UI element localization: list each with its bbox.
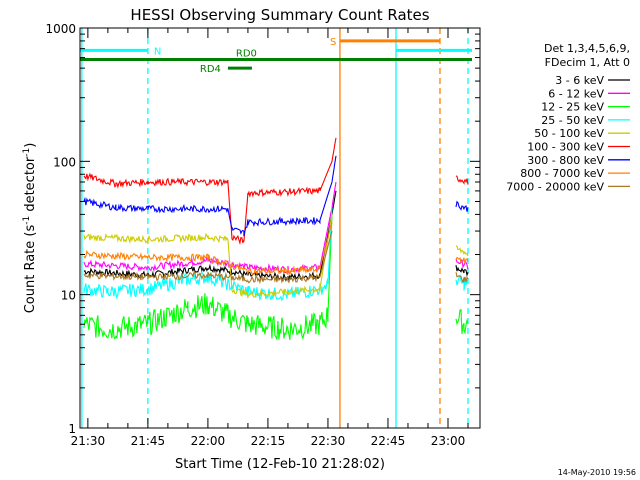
legend-label-2: 12 - 25 keV — [541, 101, 604, 114]
x-tick-label: 22:00 — [191, 434, 226, 448]
flag-label-2: S — [330, 37, 336, 48]
y-axis-label-mid: detector — [23, 156, 38, 216]
series-line-6-seg-1 — [455, 200, 469, 212]
y-tick-label: 1 — [68, 422, 76, 436]
flag-label-4: RD4 — [200, 64, 221, 75]
y-tick-label: 1000 — [45, 22, 76, 36]
chart-title: HESSI Observing Summary Count Rates — [130, 6, 429, 24]
y-axis-label-sup2: -1 — [22, 148, 32, 157]
series-line-4-seg-0 — [83, 214, 333, 299]
x-axis-label: Start Time (12-Feb-10 21:28:02) — [175, 457, 385, 472]
y-axis-label-main: Count Rate (s — [23, 225, 38, 314]
legend-label-5: 100 - 300 keV — [527, 141, 604, 154]
x-tick-label: 22:15 — [251, 434, 286, 448]
y-axis-label-sup1: -1 — [22, 216, 32, 225]
legend-header-1: FDecim 1, Att 0 — [545, 56, 630, 69]
x-tick-label: 21:45 — [131, 434, 166, 448]
series-line-1-seg-1 — [455, 258, 469, 270]
series-line-4-seg-1 — [455, 245, 469, 257]
plot-frame — [79, 27, 481, 429]
x-axis: 21:30 21:45 22:00 22:15 22:30 22:45 23:00 — [71, 28, 469, 448]
x-tick-label: 22:45 — [371, 434, 406, 448]
legend-label-6: 300 - 800 keV — [527, 154, 604, 167]
legend-label-8: 7000 - 20000 keV — [506, 180, 604, 193]
series-line-5-seg-1 — [455, 175, 469, 185]
flag-bars: N S RD0 RD4 — [79, 37, 472, 75]
legend-label-1: 6 - 12 keV — [548, 87, 604, 100]
legend-label-0: 3 - 6 keV — [555, 74, 604, 87]
y-tick-label: 10 — [61, 289, 76, 303]
footer-timestamp: 14-May-2010 19:56 — [558, 468, 636, 477]
legend-label-3: 25 - 50 keV — [541, 114, 604, 127]
series-line-5-seg-0 — [83, 137, 337, 246]
x-tick-label: 23:00 — [431, 434, 466, 448]
series-lines — [83, 137, 469, 341]
flag-label-3: RD0 — [236, 49, 257, 60]
y-axis-label: Count Rate (s-1 detector-1) — [22, 143, 38, 314]
y-tick-label: 100 — [53, 155, 76, 169]
series-line-2-seg-0 — [83, 214, 333, 341]
series-line-2-seg-1 — [455, 308, 469, 335]
series-line-8-seg-0 — [83, 230, 333, 285]
x-tick-label: 22:30 — [311, 434, 346, 448]
observation-markers — [81, 28, 469, 428]
legend-header-0: Det 1,3,4,5,6,9, — [544, 42, 630, 55]
y-axis: 1 10 100 1000 — [45, 22, 480, 436]
series-line-7-seg-1 — [455, 256, 469, 264]
series-line-0-seg-0 — [83, 190, 337, 282]
series-line-8-seg-1 — [455, 272, 469, 284]
legend-label-7: 800 - 7000 keV — [520, 167, 604, 180]
series-line-7-seg-0 — [83, 221, 333, 276]
series-line-3-seg-1 — [455, 273, 469, 291]
legend-label-4: 50 - 100 keV — [534, 127, 604, 140]
series-line-0-seg-1 — [455, 265, 469, 278]
x-tick-label: 21:30 — [71, 434, 106, 448]
legend: Det 1,3,4,5,6,9,FDecim 1, Att 0 3 - 6 keV… — [506, 42, 630, 193]
series-line-6-seg-0 — [83, 155, 337, 237]
y-axis-label-end: ) — [23, 143, 38, 148]
series-line-3-seg-0 — [83, 207, 333, 302]
flag-label-0: N — [154, 46, 161, 57]
